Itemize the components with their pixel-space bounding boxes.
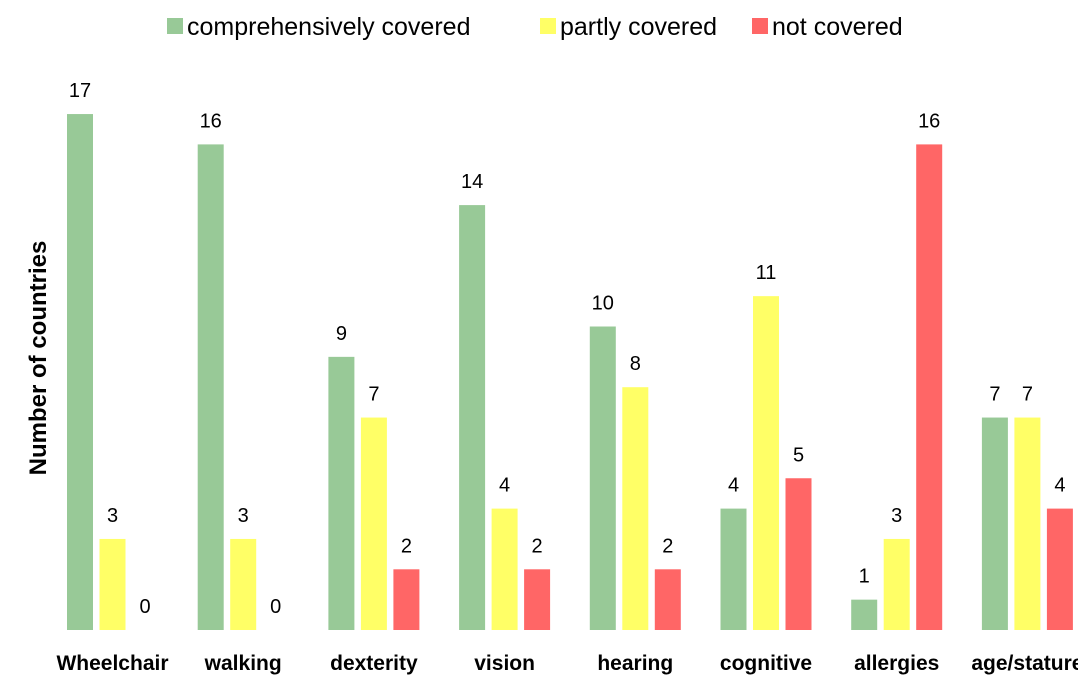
legend-label-not-covered: not covered <box>772 13 903 41</box>
bar-wheelchair-comprehensively-covered <box>67 114 93 631</box>
category-label-vision: vision <box>474 652 535 675</box>
category-label-cognitive: cognitive <box>720 652 812 675</box>
legend-label-comprehensively-covered: comprehensively covered <box>187 13 470 41</box>
data-label-vision-not-covered: 2 <box>532 535 543 557</box>
bar-age-stature-partly-covered <box>1014 417 1041 630</box>
data-label-walking-not-covered: 0 <box>270 596 281 618</box>
bar-walking-partly-covered <box>230 538 257 630</box>
data-label-cognitive-comprehensively-covered: 4 <box>728 475 739 497</box>
category-label-hearing: hearing <box>597 652 673 675</box>
legend-swatch-not-covered <box>752 18 768 34</box>
data-label-age-stature-comprehensively-covered: 7 <box>989 384 1000 406</box>
bar-cognitive-not-covered <box>785 478 812 630</box>
data-label-walking-partly-covered: 3 <box>238 505 249 527</box>
bar-walking-comprehensively-covered <box>197 144 224 630</box>
data-label-vision-partly-covered: 4 <box>499 475 510 497</box>
data-label-allergies-not-covered: 16 <box>918 110 940 132</box>
data-label-hearing-not-covered: 2 <box>662 535 673 557</box>
data-label-dexterity-not-covered: 2 <box>401 535 412 557</box>
category-labels-group: Wheelchair walking dexterity vision hearing c… <box>56 652 1078 675</box>
bar-dexterity-partly-covered <box>360 417 387 630</box>
y-axis-title: Number of countries <box>25 241 52 476</box>
data-label-hearing-partly-covered: 8 <box>630 353 641 375</box>
bars-group <box>67 114 1073 631</box>
bar-vision-partly-covered <box>491 508 518 630</box>
data-label-age-stature-partly-covered: 7 <box>1022 384 1033 406</box>
data-label-vision-comprehensively-covered: 14 <box>461 171 483 193</box>
data-label-cognitive-not-covered: 5 <box>793 444 804 466</box>
bar-vision-not-covered <box>524 569 551 630</box>
data-label-age-stature-not-covered: 4 <box>1054 475 1065 497</box>
data-label-wheelchair-partly-covered: 3 <box>107 505 118 527</box>
bar-cognitive-partly-covered <box>753 296 779 630</box>
bar-hearing-partly-covered <box>622 387 649 630</box>
bar-hearing-comprehensively-covered <box>589 326 616 630</box>
bar-dexterity-not-covered <box>393 569 420 630</box>
bar-allergies-comprehensively-covered <box>851 599 878 630</box>
legend-swatch-comprehensively-covered <box>167 18 183 34</box>
data-label-hearing-comprehensively-covered: 10 <box>592 293 614 315</box>
category-label-wheelchair: Wheelchair <box>56 652 168 675</box>
data-label-dexterity-comprehensively-covered: 9 <box>336 323 347 345</box>
bar-dexterity-comprehensively-covered <box>328 356 355 630</box>
data-label-allergies-comprehensively-covered: 1 <box>859 566 870 588</box>
legend-swatch-partly-covered <box>540 18 556 34</box>
data-label-cognitive-partly-covered: 11 <box>756 262 777 284</box>
bar-cognitive-comprehensively-covered <box>720 508 747 630</box>
legend-label-partly-covered: partly covered <box>560 13 717 41</box>
bar-age-stature-comprehensively-covered <box>981 417 1008 630</box>
bar-hearing-not-covered <box>654 569 681 630</box>
data-label-wheelchair-comprehensively-covered: 17 <box>69 80 91 102</box>
bar-vision-comprehensively-covered <box>459 205 486 630</box>
bar-allergies-not-covered <box>916 144 943 630</box>
data-label-dexterity-partly-covered: 7 <box>368 384 379 406</box>
bar-wheelchair-partly-covered <box>99 538 126 630</box>
data-label-allergies-partly-covered: 3 <box>891 505 902 527</box>
category-label-dexterity: dexterity <box>330 652 418 675</box>
category-label-allergies: allergies <box>854 652 939 675</box>
bar-age-stature-not-covered <box>1046 508 1073 630</box>
category-label-age-stature: age/stature <box>971 652 1078 675</box>
data-label-wheelchair-not-covered: 0 <box>139 596 150 618</box>
data-label-walking-comprehensively-covered: 16 <box>200 110 222 132</box>
legend: comprehensively covered partly covered not… <box>167 13 903 41</box>
bar-allergies-partly-covered <box>883 538 910 630</box>
category-label-walking: walking <box>204 652 282 675</box>
